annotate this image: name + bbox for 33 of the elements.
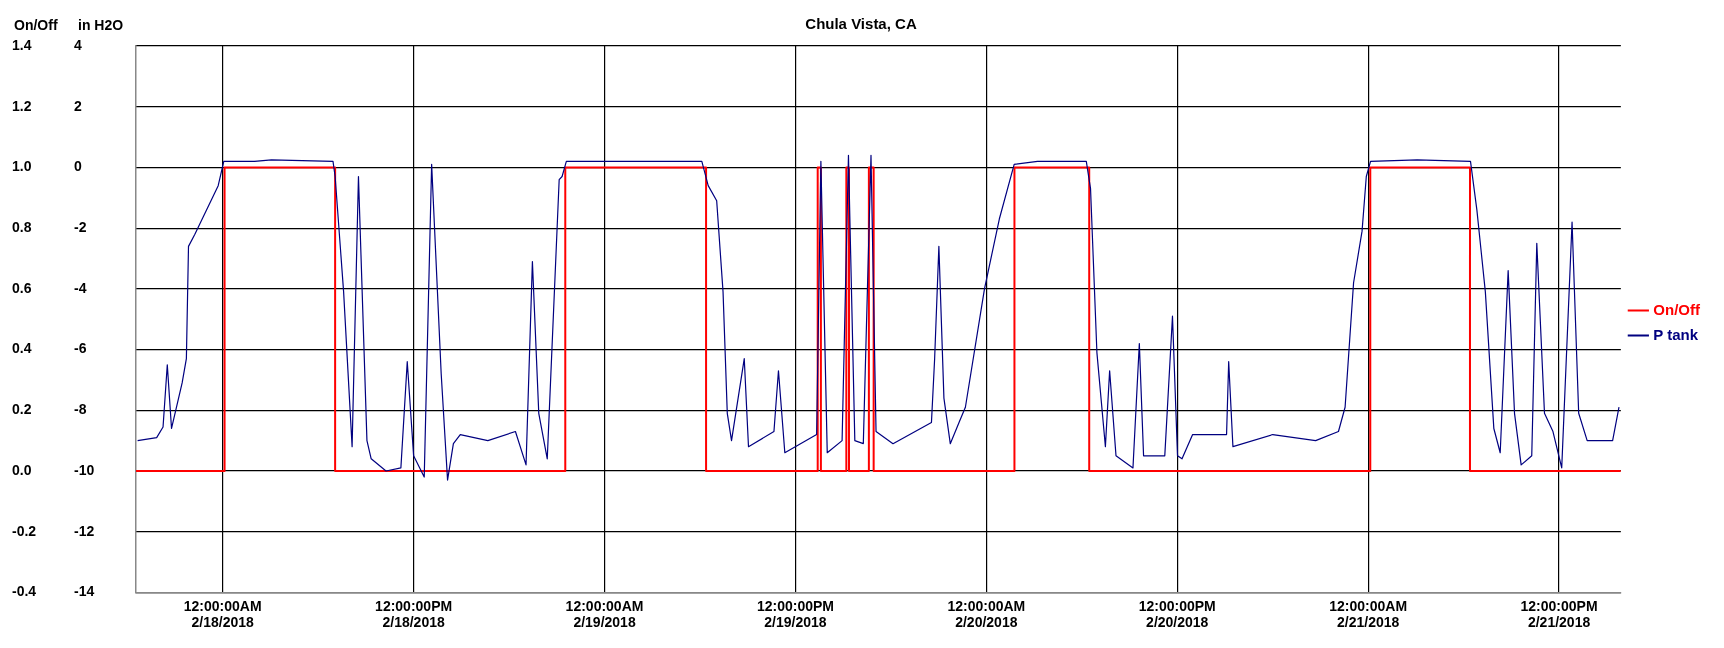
x-tick-label: 12:00:00PM 2/20/2018 — [1138, 597, 1216, 631]
y-tick-label: 1.0 — [12, 158, 32, 175]
y-tick-label: 0.2 — [12, 401, 32, 418]
x-tick-label: 12:00:00AM 2/21/2018 — [1329, 597, 1408, 631]
y-tick-label: -0.2 — [12, 522, 37, 539]
x-tick-label: 12:00:00PM 2/21/2018 — [1520, 597, 1598, 631]
y2-tick-label: 4 — [74, 36, 82, 53]
x-tick-label: 12:00:00PM 2/18/2018 — [375, 597, 453, 631]
y2-tick-label: -12 — [74, 522, 95, 539]
x-tick-label: 12:00:00AM 2/18/2018 — [183, 597, 262, 631]
chart-title: Chula Vista, CA — [805, 15, 917, 33]
y-axis-title: On/Off — [14, 16, 58, 33]
y-tick-label: 1.4 — [12, 36, 32, 53]
y2-tick-label: -6 — [74, 340, 87, 357]
legend-label: On/Off — [1653, 300, 1701, 318]
x-tick-label: 12:00:00PM 2/19/2018 — [756, 597, 834, 631]
y2-tick-label: -14 — [74, 583, 95, 600]
y-tick-label: 0.8 — [12, 218, 32, 235]
y-tick-label: 0.4 — [12, 340, 32, 357]
y-tick-label: 1.2 — [12, 97, 32, 114]
y2-tick-label: -2 — [74, 218, 87, 235]
y2-tick-label: 2 — [74, 97, 82, 114]
y-tick-label: 0.0 — [12, 461, 32, 478]
y-tick-label: 0.6 — [12, 279, 32, 296]
y-tick-label: -0.4 — [12, 583, 37, 600]
x-tick-label: 12:00:00AM 2/19/2018 — [565, 597, 644, 631]
y2-tick-label: 0 — [74, 158, 82, 175]
y2-tick-label: -10 — [74, 461, 95, 478]
x-tick-label: 12:00:00AM 2/20/2018 — [947, 597, 1026, 631]
y2-tick-label: -8 — [74, 401, 87, 418]
y2-tick-label: -4 — [74, 279, 87, 296]
y2-axis-title: in H2O — [78, 16, 124, 33]
legend-label: P tank — [1653, 325, 1699, 343]
